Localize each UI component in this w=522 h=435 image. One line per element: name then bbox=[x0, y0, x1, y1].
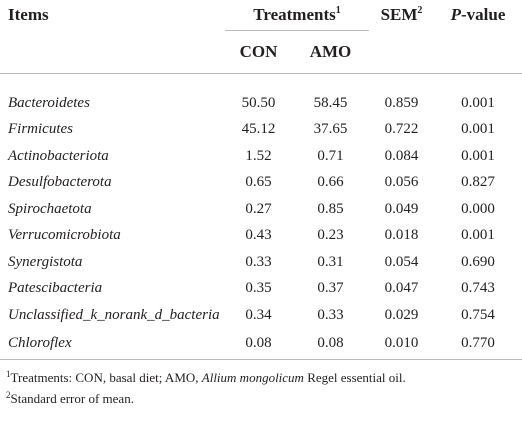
header-sem: SEM2 bbox=[369, 0, 434, 74]
cell-con: 0.33 bbox=[245, 253, 272, 270]
cell-sem: 0.859 bbox=[384, 94, 419, 111]
cell-sem: 0.084 bbox=[384, 147, 419, 164]
table-row: Synergistota 0.33 0.31 0.054 0.690 bbox=[0, 249, 522, 276]
cell-sem: 0.056 bbox=[384, 174, 419, 191]
cell-p: 0.770 bbox=[434, 328, 522, 360]
cell-amo: 0.31 bbox=[317, 253, 344, 270]
cell-sem: 0.018 bbox=[384, 227, 419, 244]
row-name: Firmicutes bbox=[8, 121, 73, 138]
footnote-mark: 1 bbox=[6, 369, 11, 379]
cell-p: 0.001 bbox=[461, 94, 495, 111]
row-name: Desulfobacterota bbox=[8, 174, 112, 191]
cell-amo: 37.65 bbox=[313, 121, 348, 138]
cell-amo: 0.66 bbox=[317, 174, 344, 191]
cell-con: 0.65 bbox=[245, 174, 272, 191]
row-name: Unclassified_k_norank_d_bacteria bbox=[8, 306, 220, 323]
cell-p: 0.827 bbox=[461, 174, 495, 191]
header-p-italic: P bbox=[450, 5, 461, 24]
header-note: 1 bbox=[335, 5, 341, 16]
header-con: CON bbox=[225, 30, 292, 74]
cell-con: 0.43 bbox=[245, 227, 272, 244]
table-row: Firmicutes 45.12 37.65 0.722 0.001 bbox=[0, 117, 522, 144]
cell-con: 0.27 bbox=[245, 200, 272, 217]
header-items: Items bbox=[0, 0, 225, 74]
row-name: Chloroflex bbox=[0, 328, 225, 360]
header-treatments-text: Treatments bbox=[253, 5, 336, 24]
header-amo: AMO bbox=[292, 30, 369, 74]
footnote-mark: 2 bbox=[6, 390, 11, 400]
table-row: Bacteroidetes 50.50 58.45 0.859 0.001 bbox=[0, 74, 522, 117]
footnote-text: Treatments: CON, basal diet; AMO, bbox=[10, 370, 202, 385]
cell-sem: 0.049 bbox=[384, 200, 419, 217]
cell-con: 50.50 bbox=[241, 94, 276, 111]
header-note: 2 bbox=[417, 5, 423, 16]
cell-amo: 0.08 bbox=[292, 328, 369, 360]
cell-con: 45.12 bbox=[241, 121, 276, 138]
cell-p: 0.001 bbox=[461, 227, 495, 244]
footnote-text: Standard error of mean. bbox=[10, 391, 134, 406]
header-p-rest: -value bbox=[461, 5, 506, 24]
row-name: Patescibacteria bbox=[8, 280, 103, 297]
cell-sem: 0.047 bbox=[384, 280, 419, 297]
cell-sem: 0.029 bbox=[384, 306, 419, 323]
header-sem-text: SEM bbox=[380, 5, 418, 24]
row-name: Actinobacteriota bbox=[8, 147, 109, 164]
footnote-italic: Allium mongolicum bbox=[201, 370, 304, 385]
table-row: Chloroflex 0.08 0.08 0.010 0.770 bbox=[0, 328, 522, 360]
cell-amo: 0.33 bbox=[317, 306, 344, 323]
row-name: Synergistota bbox=[8, 253, 83, 270]
header-treatments: Treatments1 bbox=[225, 0, 369, 31]
cell-sem: 0.054 bbox=[384, 253, 419, 270]
row-name: Bacteroidetes bbox=[8, 94, 90, 111]
cell-p: 0.754 bbox=[461, 306, 495, 323]
header-p: P-value bbox=[434, 0, 522, 74]
cell-sem: 0.722 bbox=[384, 121, 419, 138]
footnote: 2Standard error of mean. bbox=[6, 391, 134, 407]
cell-amo: 58.45 bbox=[313, 94, 348, 111]
cell-p: 0.000 bbox=[461, 200, 495, 217]
table-body: Bacteroidetes 50.50 58.45 0.859 0.001 Firmicu… bbox=[0, 74, 522, 360]
cell-p: 0.690 bbox=[461, 253, 495, 270]
cell-con: 0.35 bbox=[245, 280, 272, 297]
cell-amo: 0.23 bbox=[317, 227, 344, 244]
cell-amo: 0.37 bbox=[317, 280, 344, 297]
cell-p: 0.743 bbox=[461, 280, 495, 297]
cell-con: 0.08 bbox=[225, 328, 292, 360]
table-row: Unclassified_k_norank_d_bacteria 0.34 0.33… bbox=[0, 302, 522, 329]
cell-amo: 0.71 bbox=[317, 147, 344, 164]
table-row: Verrucomicrobiota 0.43 0.23 0.018 0.001 bbox=[0, 223, 522, 250]
table-row: Actinobacteriota 1.52 0.71 0.084 0.001 bbox=[0, 143, 522, 170]
cell-sem: 0.010 bbox=[369, 328, 434, 360]
cell-p: 0.001 bbox=[461, 121, 495, 138]
cell-con: 0.34 bbox=[245, 306, 272, 323]
cell-p: 0.001 bbox=[461, 147, 495, 164]
data-table: Items Treatments1 SEM2 P-value CON AMO B… bbox=[0, 0, 522, 360]
table-row: Patescibacteria 0.35 0.37 0.047 0.743 bbox=[0, 276, 522, 303]
table-row: Desulfobacterota 0.65 0.66 0.056 0.827 bbox=[0, 170, 522, 197]
row-name: Verrucomicrobiota bbox=[8, 227, 121, 244]
row-name: Spirochaetota bbox=[8, 200, 92, 217]
footnote: 1Treatments: CON, basal diet; AMO, Alliu… bbox=[6, 370, 406, 386]
footnote-text: Regel essential oil. bbox=[303, 370, 406, 385]
cell-con: 1.52 bbox=[245, 147, 272, 164]
cell-amo: 0.85 bbox=[317, 200, 344, 217]
table-row: Spirochaetota 0.27 0.85 0.049 0.000 bbox=[0, 196, 522, 223]
